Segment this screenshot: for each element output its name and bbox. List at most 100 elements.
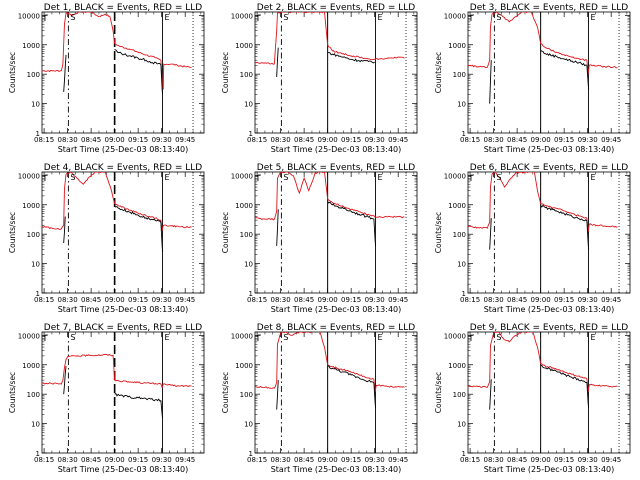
x-axis-label: Start Time (25-Dec-03 08:13:40) — [484, 465, 615, 474]
x-tick-label: 09:30 — [365, 296, 385, 304]
plot-area — [42, 12, 194, 133]
plot-area — [255, 332, 407, 453]
events-series-line — [489, 218, 492, 250]
start-marker-label: S — [496, 173, 501, 182]
x-tick-label: 08:30 — [58, 456, 78, 464]
y-axis-label: Counts/sec — [434, 212, 443, 253]
y-axis-label: Counts/sec — [8, 372, 17, 413]
x-tick-label: 09:30 — [365, 136, 385, 144]
x-tick-label: 08:45 — [81, 136, 101, 144]
plot-area — [468, 172, 620, 293]
events-series-line — [63, 216, 66, 244]
x-tick-label: 08:15 — [34, 136, 54, 144]
end-marker-label: E — [590, 13, 595, 22]
x-tick-label: 08:15 — [460, 296, 480, 304]
x-tick-label: 08:30 — [484, 296, 504, 304]
end-marker-label: E — [377, 333, 382, 342]
x-tick-label: 08:30 — [484, 456, 504, 464]
y-tick-label: 1000 — [448, 42, 466, 50]
x-axis-label: Start Time (25-Dec-03 08:13:40) — [58, 465, 189, 474]
lld-series-line — [255, 172, 405, 221]
x-tick-label: 09:45 — [175, 136, 195, 144]
x-tick-label: 09:45 — [601, 456, 621, 464]
x-tick-label: 09:15 — [554, 456, 574, 464]
x-tick-label: 09:30 — [365, 456, 385, 464]
plot-frame — [467, 331, 631, 454]
y-tick-label: 1 — [36, 290, 40, 298]
x-tick-label: 08:45 — [294, 296, 314, 304]
y-tick-label: 1 — [462, 450, 466, 458]
y-tick-label: 1 — [36, 130, 40, 138]
x-axis-label: Start Time (25-Dec-03 08:13:40) — [271, 305, 402, 314]
x-tick-label: 08:30 — [484, 136, 504, 144]
y-tick-label: 1 — [462, 130, 466, 138]
plot-area — [468, 12, 620, 133]
x-tick-label: 08:15 — [460, 456, 480, 464]
x-tick-label: 08:45 — [507, 456, 527, 464]
x-tick-label: 09:15 — [128, 296, 148, 304]
plot-area — [255, 172, 407, 293]
x-tick-label: 09:00 — [105, 296, 125, 304]
x-tick-label: 09:30 — [578, 456, 598, 464]
y-tick-label: 100 — [453, 231, 466, 239]
end-marker-label: E — [164, 173, 169, 182]
y-tick-label: 10000 — [444, 12, 466, 20]
x-tick-label: 08:15 — [460, 136, 480, 144]
x-tick-label: 09:15 — [128, 136, 148, 144]
panel-title: Det 5, BLACK = Events, RED = LLD — [257, 163, 416, 173]
x-tick-label: 09:15 — [341, 136, 361, 144]
x-tick-label: 08:30 — [271, 296, 291, 304]
y-tick-label: 1000 — [235, 202, 253, 210]
y-tick-label: 10000 — [444, 332, 466, 340]
end-marker-label: E — [164, 333, 169, 342]
panel-title: Det 1, BLACK = Events, RED = LLD — [44, 3, 203, 13]
x-axis-label: Start Time (25-Dec-03 08:13:40) — [58, 145, 189, 154]
x-tick-label: 08:15 — [247, 456, 267, 464]
x-tick-label: 09:00 — [531, 296, 551, 304]
y-tick-label: 10000 — [444, 172, 466, 180]
events-series-line — [276, 209, 279, 246]
y-tick-label: 10000 — [18, 332, 40, 340]
x-tick-label: 08:15 — [34, 296, 54, 304]
panel-5: Det 5, BLACK = Events, RED = LLD 1 10 100 10… — [221, 163, 418, 314]
events-series-line — [114, 48, 164, 95]
x-tick-label: 08:45 — [507, 296, 527, 304]
y-tick-label: 10000 — [231, 12, 253, 20]
x-tick-label: 09:00 — [531, 456, 551, 464]
plot-area — [42, 172, 194, 293]
plot-area — [42, 332, 194, 453]
events-series-line — [540, 204, 590, 250]
y-axis-label: Counts/sec — [434, 52, 443, 93]
y-tick-label: 100 — [27, 391, 40, 399]
panel-4: Det 4, BLACK = Events, RED = LLD 1 10 100 10… — [8, 163, 205, 314]
panel-title: Det 4, BLACK = Events, RED = LLD — [44, 163, 203, 173]
panel-7: Det 7, BLACK = Events, RED = LLD 1 10 100 10… — [8, 323, 205, 474]
x-tick-label: 09:00 — [105, 456, 125, 464]
lld-series-line — [42, 12, 192, 90]
panel-title: Det 2, BLACK = Events, RED = LLD — [257, 3, 416, 13]
y-tick-label: 100 — [453, 391, 466, 399]
panel-2: Det 2, BLACK = Events, RED = LLD 1 10 100 10… — [221, 3, 418, 154]
y-tick-label: 10000 — [231, 332, 253, 340]
end-marker-label: E — [377, 173, 382, 182]
events-series-line — [489, 60, 492, 104]
plot-frame — [467, 171, 631, 294]
x-tick-label: 08:30 — [58, 136, 78, 144]
events-series-line — [327, 365, 377, 408]
y-tick-label: 100 — [27, 231, 40, 239]
x-axis-label: Start Time (25-Dec-03 08:13:40) — [271, 145, 402, 154]
end-marker-label: E — [590, 333, 595, 342]
events-series-line — [276, 380, 279, 410]
x-tick-label: 09:15 — [554, 296, 574, 304]
x-tick-label: 09:15 — [341, 296, 361, 304]
panel-title: Det 6, BLACK = Events, RED = LLD — [470, 163, 629, 173]
start-marker-label: S — [70, 173, 75, 182]
start-marker-label: S — [283, 333, 288, 342]
end-marker-label: E — [164, 13, 169, 22]
x-tick-label: 09:45 — [175, 456, 195, 464]
panel-title: Det 7, BLACK = Events, RED = LLD — [44, 323, 203, 333]
y-tick-label: 10000 — [231, 172, 253, 180]
y-axis-label: Counts/sec — [221, 52, 230, 93]
events-series-line — [327, 201, 377, 246]
plot-frame — [254, 171, 418, 294]
